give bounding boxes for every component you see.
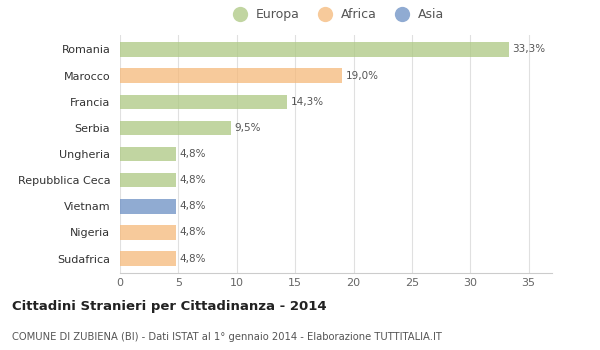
Bar: [120, 173, 176, 187]
Legend: Europa, Africa, Asia: Europa, Africa, Asia: [225, 6, 447, 24]
Text: 19,0%: 19,0%: [346, 71, 379, 80]
Text: 9,5%: 9,5%: [235, 123, 261, 133]
Text: 14,3%: 14,3%: [290, 97, 323, 107]
Bar: [120, 68, 342, 83]
Bar: [120, 199, 176, 214]
Bar: [120, 42, 509, 57]
Bar: [120, 94, 287, 109]
Text: 4,8%: 4,8%: [179, 254, 206, 264]
Bar: [120, 225, 176, 240]
Text: Cittadini Stranieri per Cittadinanza - 2014: Cittadini Stranieri per Cittadinanza - 2…: [12, 300, 326, 313]
Text: 4,8%: 4,8%: [179, 201, 206, 211]
Bar: [120, 251, 176, 266]
Bar: [120, 147, 176, 161]
Text: 33,3%: 33,3%: [512, 44, 545, 54]
Bar: [120, 121, 231, 135]
Text: 4,8%: 4,8%: [179, 175, 206, 185]
Text: 4,8%: 4,8%: [179, 149, 206, 159]
Text: 4,8%: 4,8%: [179, 228, 206, 237]
Text: COMUNE DI ZUBIENA (BI) - Dati ISTAT al 1° gennaio 2014 - Elaborazione TUTTITALIA: COMUNE DI ZUBIENA (BI) - Dati ISTAT al 1…: [12, 331, 442, 342]
